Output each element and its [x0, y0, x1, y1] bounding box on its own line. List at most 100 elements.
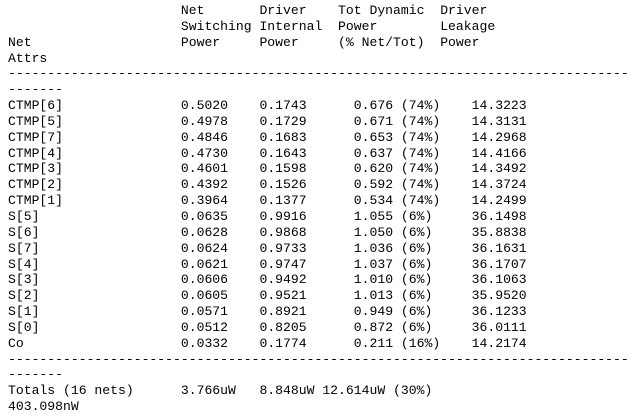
- dynamic-power: 1.010: [353, 272, 394, 288]
- switching-power: 0.0512: [118, 319, 229, 335]
- leakage-power: 14.3492: [440, 161, 527, 177]
- net-name: CTMP[5]: [8, 113, 119, 129]
- net-name: S[1]: [8, 304, 119, 320]
- switching-power: 0.4846: [118, 129, 229, 145]
- switching-power: 0.0624: [118, 240, 229, 256]
- leakage-power: 36.1063: [440, 272, 527, 288]
- header-line: Switching Internal Power Leakage: [8, 19, 495, 34]
- switching-power: 0.0571: [118, 304, 229, 320]
- leakage-power: 36.1233: [440, 304, 527, 320]
- switching-power: 0.0628: [118, 224, 229, 240]
- dynamic-power: 0.653: [353, 129, 394, 145]
- separator-long: ----------------------------------------…: [8, 66, 630, 82]
- dynamic-power: 1.036: [353, 240, 394, 256]
- leakage-power: 14.3724: [440, 177, 527, 193]
- header-switching: Net: [180, 3, 260, 18]
- net-name: CTMP[3]: [8, 161, 119, 177]
- switching-power: 0.3964: [118, 193, 229, 209]
- net-name: S[2]: [8, 288, 119, 304]
- net-name: CTMP[7]: [8, 129, 119, 145]
- totals-switching: 3.766uW: [180, 383, 260, 399]
- net-name: S[3]: [8, 272, 119, 288]
- header-switching: Switching: [180, 18, 260, 34]
- leakage-power: 14.3131: [440, 113, 527, 129]
- table-row: CTMP[7] 0.4846 0.1683 0.653 (74%) 14.296…: [8, 130, 527, 145]
- dynamic-power: 0.949: [353, 304, 394, 320]
- switching-power: 0.0635: [118, 208, 229, 224]
- table-row: S[3] 0.0606 0.9492 1.010 (6%) 36.1063: [8, 272, 527, 287]
- header-leakage: Leakage: [440, 18, 496, 34]
- internal-power: 0.9747: [228, 256, 307, 272]
- net-name: S[0]: [8, 319, 119, 335]
- leakage-power: 14.2499: [440, 193, 527, 209]
- table-row: S[1] 0.0571 0.8921 0.949 (6%) 36.1233: [8, 304, 527, 319]
- header-line: Attrs: [8, 51, 440, 66]
- dynamic-percent: (16%): [400, 335, 441, 351]
- leakage-power: 14.2174: [440, 335, 527, 351]
- header-dynamic: Tot Dynamic: [338, 3, 441, 18]
- separator-short: -------: [8, 367, 64, 383]
- header-switching: [181, 51, 260, 66]
- dynamic-percent: (6%): [400, 304, 441, 320]
- header-line: Net Driver Tot Dynamic Driver: [8, 3, 487, 18]
- table-row: S[6] 0.0628 0.9868 1.050 (6%) 35.8838: [8, 225, 527, 240]
- switching-power: 0.4601: [118, 161, 229, 177]
- table-row: S[5] 0.0635 0.9916 1.055 (6%) 36.1498: [8, 209, 527, 224]
- dynamic-power: 0.872: [353, 319, 394, 335]
- table-row: CTMP[6] 0.5020 0.1743 0.676 (74%) 14.322…: [8, 98, 527, 113]
- dynamic-percent: (6%): [400, 319, 441, 335]
- switching-power: 0.4730: [118, 145, 229, 161]
- switching-power: 0.0621: [118, 256, 229, 272]
- net-name: S[5]: [8, 208, 119, 224]
- switching-power: 0.0606: [118, 272, 229, 288]
- table-row: CTMP[2] 0.4392 0.1526 0.592 (74%) 14.372…: [8, 177, 527, 192]
- dynamic-power: 0.620: [353, 161, 394, 177]
- table-row: S[0] 0.0512 0.8205 0.872 (6%) 36.0111: [8, 320, 527, 335]
- switching-power: 0.4978: [118, 113, 229, 129]
- switching-power: 0.4392: [118, 177, 229, 193]
- dynamic-percent: (74%): [400, 145, 441, 161]
- leakage-power: 36.1707: [440, 256, 527, 272]
- internal-power: 0.1598: [228, 161, 307, 177]
- net-name: S[7]: [8, 240, 119, 256]
- dynamic-percent: (74%): [400, 161, 441, 177]
- table-row: CTMP[1] 0.3964 0.1377 0.534 (74%) 14.249…: [8, 193, 527, 208]
- totals-internal: 8.848uW: [259, 383, 323, 399]
- dynamic-percent: (6%): [400, 288, 441, 304]
- internal-power: 0.9492: [228, 272, 307, 288]
- header-switching: Power: [180, 34, 260, 50]
- dynamic-power: 0.671: [353, 113, 394, 129]
- totals-percent: (30%): [393, 383, 433, 399]
- table-row: CTMP[3] 0.4601 0.1598 0.620 (74%) 14.349…: [8, 161, 527, 176]
- header-net-attrs: Attrs: [8, 50, 181, 66]
- header-internal: Driver: [259, 3, 339, 18]
- dynamic-power: 0.676: [353, 98, 394, 114]
- table-row: CTMP[4] 0.4730 0.1643 0.637 (74%) 14.416…: [8, 146, 527, 161]
- net-name: CTMP[6]: [8, 98, 119, 114]
- internal-power: 0.9733: [228, 240, 307, 256]
- header-dynamic: (% Net/Tot): [338, 34, 441, 50]
- dynamic-percent: (74%): [400, 129, 441, 145]
- internal-power: 0.1526: [228, 177, 307, 193]
- header-internal: [259, 51, 338, 66]
- dynamic-percent: (74%): [400, 98, 441, 114]
- power-report: Net Driver Tot Dynamic Driver Switching …: [8, 3, 630, 415]
- header-net-attrs: Net: [8, 34, 181, 50]
- dynamic-percent: (74%): [400, 113, 441, 129]
- separator-short: -------: [8, 82, 64, 98]
- leakage-power: 14.3223: [440, 98, 527, 114]
- leakage-power: 36.1498: [440, 208, 527, 224]
- leakage-power: 14.4166: [440, 145, 527, 161]
- net-name: S[6]: [8, 224, 119, 240]
- switching-power: 0.0605: [118, 288, 229, 304]
- header-leakage: Driver: [440, 3, 488, 18]
- header-dynamic: [338, 51, 440, 66]
- dynamic-percent: (6%): [400, 272, 441, 288]
- table-row: Co 0.0332 0.1774 0.211 (16%) 14.2174: [8, 336, 527, 351]
- dynamic-power: 1.037: [353, 256, 394, 272]
- dynamic-power: 0.592: [353, 177, 394, 193]
- table-row: S[2] 0.0605 0.9521 1.013 (6%) 35.9520: [8, 288, 527, 303]
- header-internal: Internal: [259, 18, 339, 34]
- net-name: CTMP[4]: [8, 145, 119, 161]
- table-row: S[7] 0.0624 0.9733 1.036 (6%) 36.1631: [8, 241, 527, 256]
